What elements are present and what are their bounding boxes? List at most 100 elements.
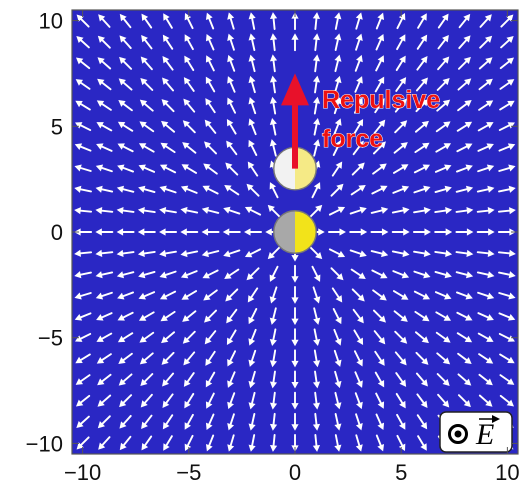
field-arrow [160,142,176,154]
field-arrow [375,55,385,72]
field-arrow [182,142,197,154]
field-arrow [225,162,239,176]
vector-arrow-head [492,415,500,423]
field-arrow [76,36,90,49]
field-arrow [95,207,114,215]
field-arrow [375,392,385,409]
field-arrow [309,204,323,218]
field-arrow [373,119,386,134]
field-arrow [394,351,407,366]
field-arrow [455,228,474,236]
field-arrow [118,100,133,112]
field-arrow [267,204,281,218]
field-arrow [248,328,257,346]
field-arrow [117,332,134,343]
field-arrow [97,394,112,407]
field-arrow [118,373,133,386]
field-arrow [498,312,516,321]
field-arrow [75,122,92,132]
field-arrow [227,12,235,30]
field-arrow [119,56,133,70]
field-arrow [163,13,173,29]
field-arrow [434,185,452,193]
field-arrow [497,249,516,257]
field-arrow [98,436,111,450]
field-arrow [205,392,215,409]
field-arrow [498,143,516,152]
field-arrow [476,185,495,193]
field-arrow [375,413,385,431]
field-arrow [455,185,474,193]
field-arrow [74,164,92,172]
field-arrow [333,349,342,367]
field-arrow [269,307,277,325]
field-arrow [413,290,431,300]
field-arrow [248,391,256,410]
field-arrow [355,434,363,452]
field-arrow [226,140,238,156]
y-tick-label: 0 [51,220,63,245]
field-arrow [162,393,174,408]
field-arrow [117,311,134,321]
field-arrow [269,391,278,410]
field-arrow [478,78,493,91]
field-arrow [333,118,342,136]
field-arrow [499,394,515,407]
field-arrow [414,310,430,322]
field-arrow [227,76,236,93]
field-arrow [334,12,342,30]
field-arrow [163,435,173,451]
field-arrow [244,206,262,216]
field-arrow [204,330,217,345]
central-charge [273,210,317,254]
field-arrow [457,56,471,70]
field-arrow [226,329,237,346]
field-arrow [498,292,516,300]
field-arrow [248,97,257,115]
field-arrow [328,248,346,258]
field-arrow [138,291,156,300]
field-arrow [396,12,406,30]
field-arrow [437,56,450,71]
field-arrow [354,371,363,388]
field-arrow [269,328,277,347]
field-arrow [184,55,195,72]
field-arrow [97,78,112,91]
field-arrow [332,139,342,156]
axes: −10 −5 0 5 10 −10 −5 0 5 10 [26,9,520,485]
field-arrow [334,370,342,389]
field-arrow [205,98,216,114]
field-arrow [435,143,452,153]
field-arrow [456,121,473,132]
field-arrow [205,12,215,30]
field-arrow [437,35,449,50]
field-arrow [95,164,113,173]
field-arrow [182,330,196,344]
field-arrow [116,185,135,193]
field-arrow [479,35,493,49]
field-arrow [226,308,238,324]
field-arrow [354,54,363,72]
field-arrow [161,331,176,344]
field-arrow [435,331,451,343]
field-arrow [498,122,515,132]
field-arrow [269,182,279,199]
field-arrow [269,75,278,94]
field-arrow [349,228,368,236]
field-arrow [498,271,516,279]
field-arrow [96,332,113,342]
field-arrow [351,288,365,302]
field-arrow [139,121,155,133]
field-arrow [291,264,299,283]
field-arrow [371,185,388,195]
field-arrow [414,331,429,344]
efield-legend: E [439,411,513,453]
field-arrow [416,34,428,50]
field-arrow [227,371,236,388]
field-arrow [95,291,113,300]
field-arrow [413,249,431,258]
field-arrow [455,271,474,279]
field-arrow [75,57,91,70]
field-arrow [182,310,197,322]
field-arrow [95,271,114,279]
